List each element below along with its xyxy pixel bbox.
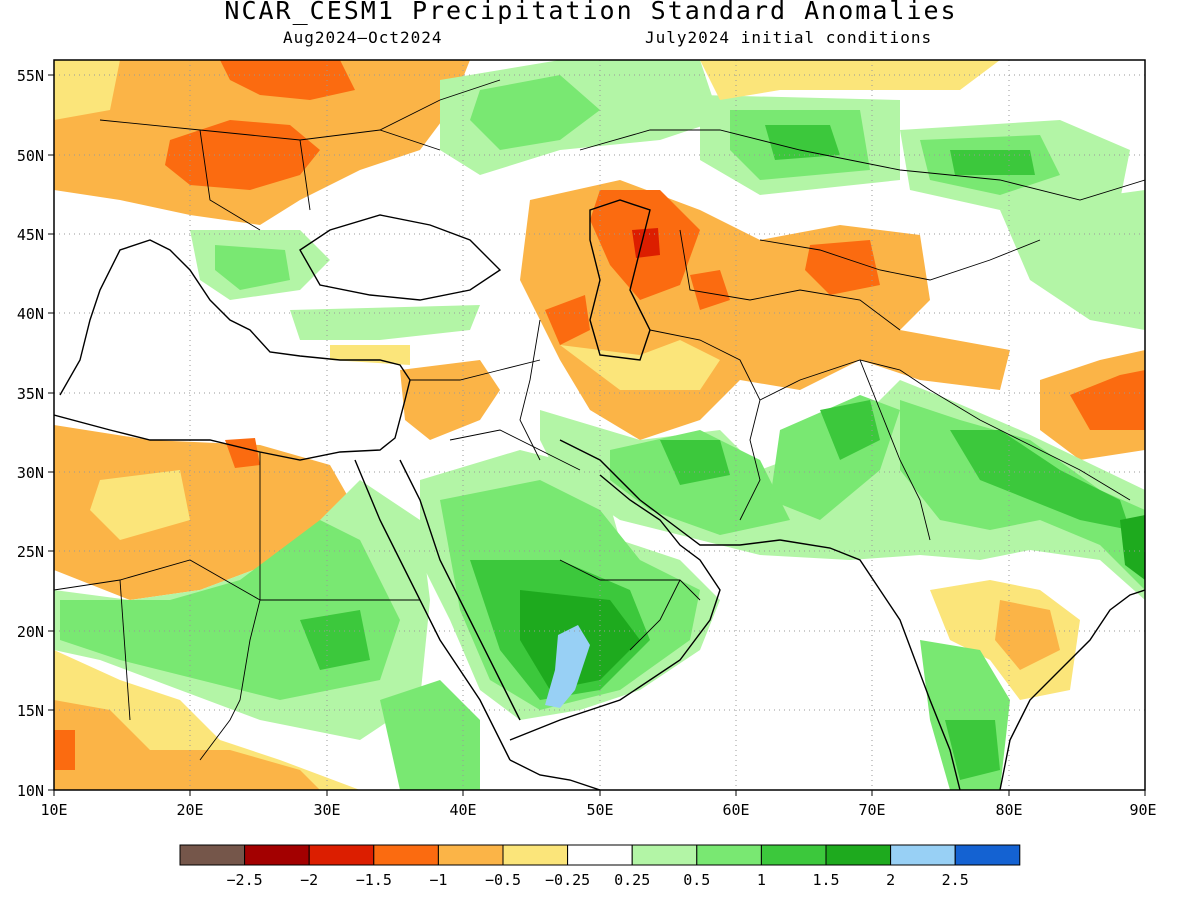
- lon-tick-label: 90E: [1129, 801, 1156, 819]
- colorbar-swatch: [502, 844, 569, 866]
- lon-tick-label: 40E: [449, 801, 476, 819]
- colorbar-swatch: [567, 844, 633, 866]
- colorbar-label: 0.25: [614, 871, 650, 889]
- colorbar-label: 1.5: [812, 871, 839, 889]
- india-east-coast: [999, 589, 1145, 790]
- anomaly-uzbek-core: [690, 270, 730, 310]
- anomaly-southindia-core: [945, 720, 1000, 780]
- anomaly-russia-dry: [700, 60, 1000, 100]
- africa-horn-coast: [509, 759, 601, 790]
- anomaly-caspian-peak: [632, 228, 660, 258]
- lat-tick-label: 40N: [17, 305, 44, 323]
- anomaly-chad-core: [54, 700, 320, 790]
- anomaly-libya-light: [90, 470, 190, 540]
- colorbar-swatch: [631, 844, 698, 866]
- lat-tick-label: 20N: [17, 623, 44, 641]
- anomaly-mongolia-center: [950, 150, 1035, 175]
- red-sea-east-coast: [399, 459, 521, 721]
- colorbar-label: 2: [886, 871, 895, 889]
- colorbar-swatch: [696, 844, 762, 866]
- colorbar-swatch: [760, 844, 827, 866]
- anomaly-balkans-core: [215, 245, 290, 290]
- anomaly-pakistan-core: [610, 430, 790, 535]
- lon-tick-label: 10E: [40, 801, 67, 819]
- colorbar-label: 0.5: [683, 871, 710, 889]
- anomaly-ethiopia-wet: [380, 680, 480, 790]
- anomaly-assam-core: [1120, 515, 1145, 580]
- borders: [54, 79, 1145, 761]
- colorbar-label: −0.5: [485, 871, 521, 889]
- colorbar-swatch: [179, 844, 246, 866]
- anomaly-chad-orange: [54, 730, 75, 770]
- anomaly-pakistan-center: [660, 440, 730, 485]
- colorbar-swatch: [308, 844, 375, 866]
- anomaly-turkey-wet: [290, 305, 480, 340]
- lat-tick-label: 10N: [17, 782, 44, 800]
- anomaly-china-wet: [1000, 190, 1145, 330]
- lat-tick-label: 30N: [17, 464, 44, 482]
- lon-tick-label: 50E: [586, 801, 613, 819]
- anomaly-punjab-core: [820, 400, 880, 460]
- colorbar-label: −0.25: [545, 871, 590, 889]
- lon-tick-label: 70E: [858, 801, 885, 819]
- pakistan-india-coast: [779, 539, 961, 790]
- lat-tick-label: 15N: [17, 702, 44, 720]
- colorbar-swatch: [437, 844, 504, 866]
- lon-tick-label: 60E: [722, 801, 749, 819]
- colorbar-swatch: [373, 844, 439, 866]
- lon-tick-label: 30E: [313, 801, 340, 819]
- lon-tick-label: 20E: [176, 801, 203, 819]
- colorbar-swatch: [954, 844, 1021, 866]
- lat-tick-label: 55N: [17, 67, 44, 85]
- colorbar-swatch: [825, 844, 892, 866]
- anomaly-europe-light: [54, 60, 120, 120]
- caspian-coast: [589, 199, 651, 361]
- anomaly-tibet-core: [1070, 370, 1145, 430]
- colorbar-swatch: [890, 844, 956, 866]
- coastlines: [54, 199, 1145, 790]
- anomaly-caucasus-core: [545, 295, 590, 345]
- colorbar-swatch: [244, 844, 310, 866]
- tick-marks: [48, 74, 1146, 796]
- colorbar-label: −2: [300, 871, 318, 889]
- colorbar: −2.5 −2 −1.5 −1 −0.5 −0.25 0.25 0.5 1 1.5 2 2.5: [179, 844, 1021, 889]
- anomaly-gangetic-core: [950, 430, 1130, 530]
- lon-tick-labels: 10E 20E 30E 40E 50E 60E 70E 80E 90E: [40, 801, 1156, 819]
- persian-gulf-coast: [559, 439, 781, 546]
- anomaly-sudan-center: [300, 610, 370, 670]
- colorbar-label: −2.5: [227, 871, 263, 889]
- black-sea-coast: [299, 214, 502, 301]
- anomaly-europe-core: [165, 120, 320, 190]
- map-title: NCAR_CESM1 Precipitation Standard Anomal…: [224, 0, 958, 25]
- anomaly-europe-core2: [220, 60, 355, 100]
- anomaly-india-dry-core: [995, 600, 1060, 670]
- anomaly-empty-quarter-peak: [545, 625, 590, 708]
- arabia-south-coast: [509, 474, 721, 741]
- colorbar-label: 2.5: [942, 871, 969, 889]
- lon-tick-label: 80E: [995, 801, 1022, 819]
- mediterranean-coast: [54, 239, 411, 461]
- anomaly-kazakh-center: [765, 125, 840, 160]
- lat-tick-label: 50N: [17, 147, 44, 165]
- initial-conditions: July2024 initial conditions: [645, 28, 933, 47]
- graticule: [54, 60, 1145, 790]
- lat-tick-label: 25N: [17, 543, 44, 561]
- anomaly-tienshan-core: [805, 240, 880, 295]
- forecast-period: Aug2024–Oct2024: [283, 28, 443, 47]
- colorbar-label: 1: [757, 871, 766, 889]
- lat-tick-labels: 10N 15N 20N 25N 30N 35N 40N 45N 50N 55N: [17, 67, 44, 800]
- lat-tick-label: 45N: [17, 226, 44, 244]
- colorbar-label: −1: [429, 871, 447, 889]
- lat-tick-label: 35N: [17, 385, 44, 403]
- anomaly-ukraine-core: [470, 75, 600, 150]
- colorbar-label: −1.5: [356, 871, 392, 889]
